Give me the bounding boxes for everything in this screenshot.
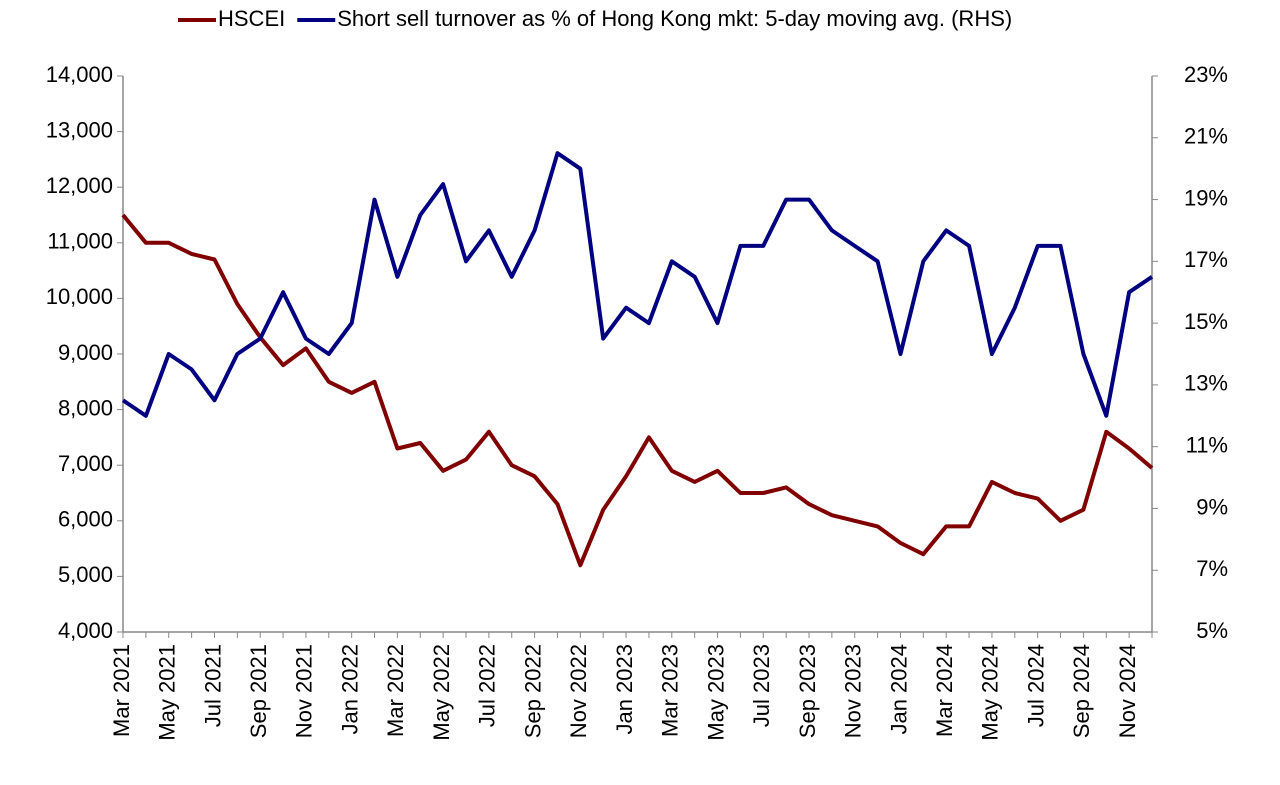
x-tick-label: May 2022 (429, 644, 454, 741)
y2-tick-label: 17% (1184, 247, 1228, 272)
y-tick-label: 11,000 (47, 229, 113, 254)
y-tick-label: 6,000 (58, 507, 113, 532)
x-tick-label: May 2024 (978, 644, 1003, 741)
y2-tick-label: 13% (1184, 371, 1228, 396)
y-tick-label: 4,000 (58, 618, 113, 643)
x-tick-label: Sep 2023 (795, 644, 820, 738)
y-tick-label: 9,000 (58, 340, 113, 365)
x-tick-label: Mar 2024 (932, 644, 957, 737)
y2-tick-label: 7% (1196, 556, 1228, 581)
x-tick-label: Jul 2024 (1023, 644, 1048, 727)
x-tick-label: Jan 2022 (337, 644, 362, 735)
x-tick-label: Jul 2023 (749, 644, 774, 727)
y2-tick-label: 5% (1196, 618, 1228, 643)
y2-tick-label: 15% (1184, 309, 1228, 334)
x-tick-label: Mar 2021 (109, 644, 134, 737)
x-tick-label: Jan 2024 (886, 644, 911, 735)
y-tick-label: 13,000 (46, 117, 113, 142)
legend-label: Short sell turnover as % of Hong Kong mk… (337, 6, 1012, 31)
line-series (121, 151, 1154, 418)
y2-tick-label: 23% (1184, 62, 1228, 87)
y2-tick-label: 9% (1196, 494, 1228, 519)
x-tick-label: Jan 2023 (612, 644, 637, 735)
x-tick-label: Sep 2021 (246, 644, 271, 738)
y-tick-label: 8,000 (58, 395, 113, 420)
y-tick-label: 14,000 (46, 62, 113, 87)
x-tick-label: Mar 2022 (383, 644, 408, 737)
line-series (121, 213, 1154, 568)
legend-label: HSCEI (218, 6, 285, 31)
y2-tick-label: 19% (1184, 185, 1228, 210)
x-tick-label: Nov 2023 (841, 644, 866, 738)
y-tick-label: 12,000 (46, 173, 113, 198)
x-tick-label: Mar 2023 (658, 644, 683, 737)
x-tick-label: Nov 2022 (566, 644, 591, 738)
y2-tick-label: 11% (1186, 432, 1228, 457)
x-tick-label: Sep 2024 (1069, 644, 1094, 738)
x-tick-label: Jul 2021 (200, 644, 225, 727)
y-tick-label: 5,000 (58, 562, 113, 587)
x-tick-label: Nov 2024 (1115, 644, 1140, 738)
x-tick-label: Nov 2021 (292, 644, 317, 738)
x-tick-label: May 2023 (703, 644, 728, 741)
y2-tick-label: 21% (1184, 124, 1228, 149)
x-tick-label: Sep 2022 (520, 644, 545, 738)
x-tick-label: Jul 2022 (475, 644, 500, 727)
y-tick-label: 10,000 (46, 284, 113, 309)
x-tick-label: May 2021 (155, 644, 180, 741)
y-tick-label: 7,000 (58, 451, 113, 476)
